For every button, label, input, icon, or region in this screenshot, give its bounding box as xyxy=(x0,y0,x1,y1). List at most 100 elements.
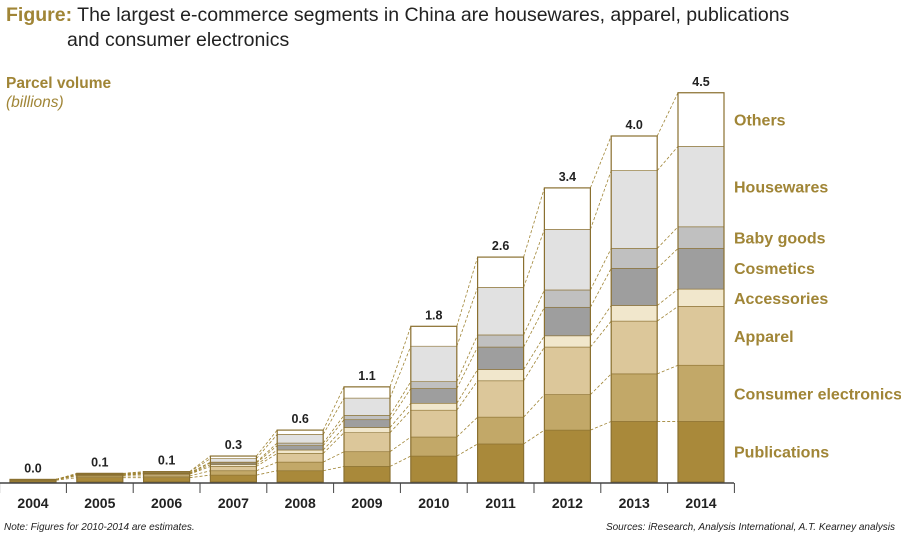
bar-outline-2012 xyxy=(543,187,592,483)
series-label-others: Others xyxy=(734,113,786,130)
connector-line xyxy=(55,475,77,481)
x-tick-label-2013: 2013 xyxy=(619,495,650,511)
connector-line xyxy=(523,187,545,258)
connector-line xyxy=(523,429,545,445)
connector-line xyxy=(256,445,278,464)
bar-outline-2004 xyxy=(9,478,57,483)
bar-segment-others-2008 xyxy=(276,429,324,435)
x-tick-label-2004: 2004 xyxy=(17,495,48,511)
connector-line xyxy=(256,453,278,467)
bar-segment-consumer-electronics-2011 xyxy=(477,416,524,445)
bar-segment-apparel-2014 xyxy=(677,306,725,366)
bar-segment-publications-2008 xyxy=(276,470,324,483)
connector-line xyxy=(590,373,612,395)
connector-line xyxy=(523,307,545,348)
bar-segment-baby-goods-2009 xyxy=(343,415,391,421)
connector-line xyxy=(590,320,612,348)
connector-line xyxy=(122,473,144,476)
total-label-2008: 0.6 xyxy=(292,412,309,426)
connector-line xyxy=(389,436,412,453)
connector-line xyxy=(322,386,345,431)
connector-lines xyxy=(55,92,679,481)
connector-line xyxy=(656,226,679,249)
bar-segment-baby-goods-2014 xyxy=(677,226,725,249)
title-line-2: and consumer electronics xyxy=(67,29,290,51)
bar-outline-2011 xyxy=(477,256,525,483)
connector-line xyxy=(590,135,612,189)
connector-line xyxy=(656,288,679,306)
x-tick-label-2005: 2005 xyxy=(84,495,115,511)
connector-line xyxy=(256,470,278,476)
connector-line xyxy=(189,461,211,474)
connector-line xyxy=(523,346,545,382)
connector-line xyxy=(456,380,478,411)
bar-segment-baby-goods-2013 xyxy=(610,248,658,269)
bar-segment-consumer-electronics-2008 xyxy=(276,461,324,472)
bar-segment-others-2013 xyxy=(610,135,658,171)
bar-segment-others-2012 xyxy=(544,187,591,230)
bar-segment-baby-goods-2012 xyxy=(544,289,591,308)
bar-segment-accessories-2008 xyxy=(276,449,324,454)
connector-line xyxy=(456,369,478,404)
connector-line xyxy=(389,346,412,399)
bar-segment-housewares-2012 xyxy=(544,229,591,291)
total-label-2014: 4.5 xyxy=(692,75,709,89)
connector-line xyxy=(122,471,144,474)
connector-line xyxy=(55,477,77,481)
bar-segment-apparel-2010 xyxy=(410,409,458,438)
bar-segment-apparel-2007 xyxy=(210,466,257,472)
bar-segment-publications-2012 xyxy=(544,429,591,483)
bar-segment-consumer-electronics-2012 xyxy=(544,394,591,431)
bar-segment-cosmetics-2014 xyxy=(677,248,725,290)
connector-line xyxy=(590,248,612,291)
y-axis-title: Parcel volume (billions) xyxy=(6,74,111,112)
bar-segment-apparel-2008 xyxy=(276,453,324,463)
connector-line xyxy=(256,434,278,459)
bar-segment-consumer-electronics-2013 xyxy=(610,373,658,422)
chart-title: Figure: The largest e-commerce segments … xyxy=(6,3,886,53)
x-tick-label-2012: 2012 xyxy=(552,495,583,511)
connector-line xyxy=(389,381,412,416)
connector-line xyxy=(323,451,345,463)
connector-line xyxy=(122,471,144,475)
connector-line xyxy=(55,472,77,480)
bar-segment-cosmetics-2009 xyxy=(343,419,391,428)
bar-segment-apparel-2009 xyxy=(343,432,391,453)
bar-segment-others-2009 xyxy=(343,386,391,399)
connector-line xyxy=(189,458,211,473)
total-label-2013: 4.0 xyxy=(626,118,643,132)
total-label-2006: 0.1 xyxy=(158,454,175,468)
bar-segment-publications-2014 xyxy=(677,421,725,483)
bar-outline-2005 xyxy=(76,472,124,483)
total-label-2012: 3.4 xyxy=(559,170,576,184)
bar-segment-housewares-2009 xyxy=(343,397,391,416)
connector-line xyxy=(657,364,679,375)
total-label-2009: 1.1 xyxy=(358,369,375,383)
connector-line xyxy=(456,334,478,382)
y-axis-label: Parcel volume xyxy=(6,75,112,92)
series-label-cosmetics: Cosmetics xyxy=(734,261,815,278)
series-labels: Publications Consumer electronics Apparel A… xyxy=(734,113,901,462)
bar-segment-apparel-2012 xyxy=(544,346,591,395)
series-label-publications: Publications xyxy=(734,445,829,462)
bar-segment-housewares-2008 xyxy=(276,434,324,444)
series-label-consumer-electronics: Consumer electronics xyxy=(734,386,901,403)
source-note: Sources: iResearch, Analysis Internation… xyxy=(605,522,895,533)
bar-segment-others-2014 xyxy=(677,92,725,147)
figure-label: Figure: xyxy=(6,4,73,26)
connector-line xyxy=(323,466,345,472)
connector-line xyxy=(256,449,278,466)
bar-segment-publications-2009 xyxy=(343,466,391,483)
connector-line xyxy=(456,346,478,389)
bar-segment-publications-2006 xyxy=(143,477,190,483)
connector-line xyxy=(389,409,412,433)
connector-line xyxy=(189,462,211,474)
series-label-apparel: Apparel xyxy=(734,329,794,346)
bar-outline-2013 xyxy=(610,135,658,483)
bar-segment-accessories-2009 xyxy=(343,427,391,433)
x-tick-label-2010: 2010 xyxy=(418,495,449,511)
series-label-accessories: Accessories xyxy=(734,291,828,308)
bar-segment-publications-2011 xyxy=(477,443,524,483)
connector-line xyxy=(456,416,478,438)
y-axis-unit: (billions) xyxy=(6,94,64,111)
